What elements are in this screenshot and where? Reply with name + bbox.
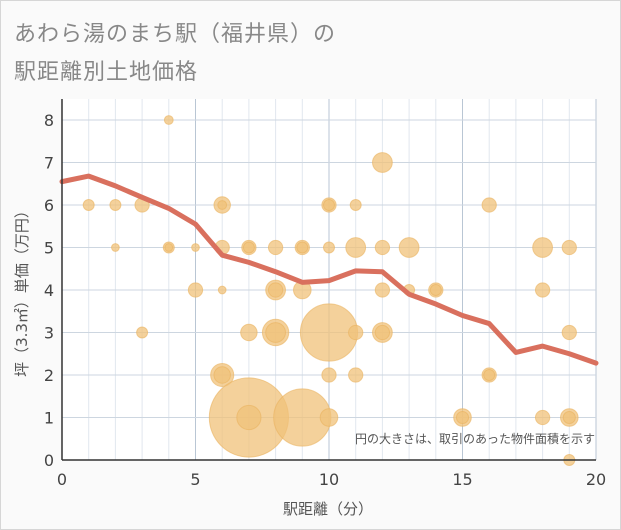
axes: 0 5 10 15 20 0 1 2 3 4 5 6 7 8	[44, 99, 606, 489]
bubble-point	[561, 239, 577, 256]
chart-title-line1: あわら湯のまち駅（福井県）の	[14, 22, 337, 47]
y-tick-label: 0	[44, 451, 54, 470]
bubble-point	[164, 243, 174, 252]
bubble-point	[561, 324, 577, 341]
bubble-point	[240, 323, 258, 342]
y-tick-label: 8	[44, 111, 54, 130]
x-axis-label: 駅距離（分）	[283, 500, 373, 518]
y-tick-label: 5	[44, 239, 54, 258]
x-tick-label: 20	[586, 470, 606, 489]
bubble-point	[136, 326, 149, 339]
bubble-point	[483, 369, 496, 381]
bubble-point	[82, 199, 95, 211]
bubble-point	[111, 243, 120, 252]
bubble-point	[321, 367, 337, 383]
bubble-point	[398, 237, 420, 258]
bubble-point	[349, 199, 362, 211]
bubble-point	[534, 409, 551, 426]
x-tick-label: 10	[319, 470, 339, 489]
x-tick-label: 0	[57, 470, 67, 489]
bubble-layer	[82, 115, 579, 466]
bubble-point	[236, 404, 262, 431]
bubble-point	[374, 324, 391, 341]
bubble-point	[191, 243, 200, 252]
bubble-point	[345, 237, 367, 258]
y-axis-label: 坪（3.3㎡）単価（万円）	[13, 203, 31, 377]
bubble-point	[187, 282, 204, 298]
bubble-point	[267, 239, 284, 256]
bubble-point	[217, 200, 228, 210]
y-tick-label: 3	[44, 324, 54, 343]
bubble-point	[163, 115, 174, 125]
bubble-point	[242, 241, 255, 254]
bubble-point	[348, 367, 364, 383]
bubble-point	[109, 199, 122, 211]
y-tick-label: 4	[44, 281, 54, 300]
bubble-point	[532, 237, 553, 258]
y-tick-label: 2	[44, 366, 54, 385]
x-tick-label: 15	[452, 470, 472, 489]
size-note: 円の大きさは、取引のあった物件面積を示す	[355, 431, 595, 446]
y-tick-label: 6	[44, 196, 54, 215]
bubble-point	[323, 199, 335, 211]
bubble-point	[372, 152, 393, 173]
bubble-point	[534, 282, 551, 298]
trend-layer	[59, 173, 599, 366]
bubble-point	[374, 282, 391, 298]
bubble-point	[348, 324, 364, 341]
bubble-point	[429, 284, 442, 296]
chart-title-line2: 駅距離別土地価格	[14, 60, 199, 85]
bubble-point	[265, 322, 287, 343]
bubble-point	[267, 282, 284, 298]
bubble-point	[481, 197, 497, 213]
y-tick-label: 1	[44, 409, 54, 428]
y-tick-label: 7	[44, 154, 54, 173]
bubble-point	[323, 241, 335, 254]
trend-line	[59, 173, 599, 366]
bubble-point	[319, 408, 339, 427]
x-tick-label: 5	[190, 470, 200, 489]
bubble-point	[296, 241, 309, 254]
bubble-point	[217, 285, 227, 295]
bubble-point	[213, 366, 231, 384]
bubble-point	[455, 410, 470, 425]
bubble-point	[562, 410, 576, 425]
bubble-point	[374, 239, 391, 256]
